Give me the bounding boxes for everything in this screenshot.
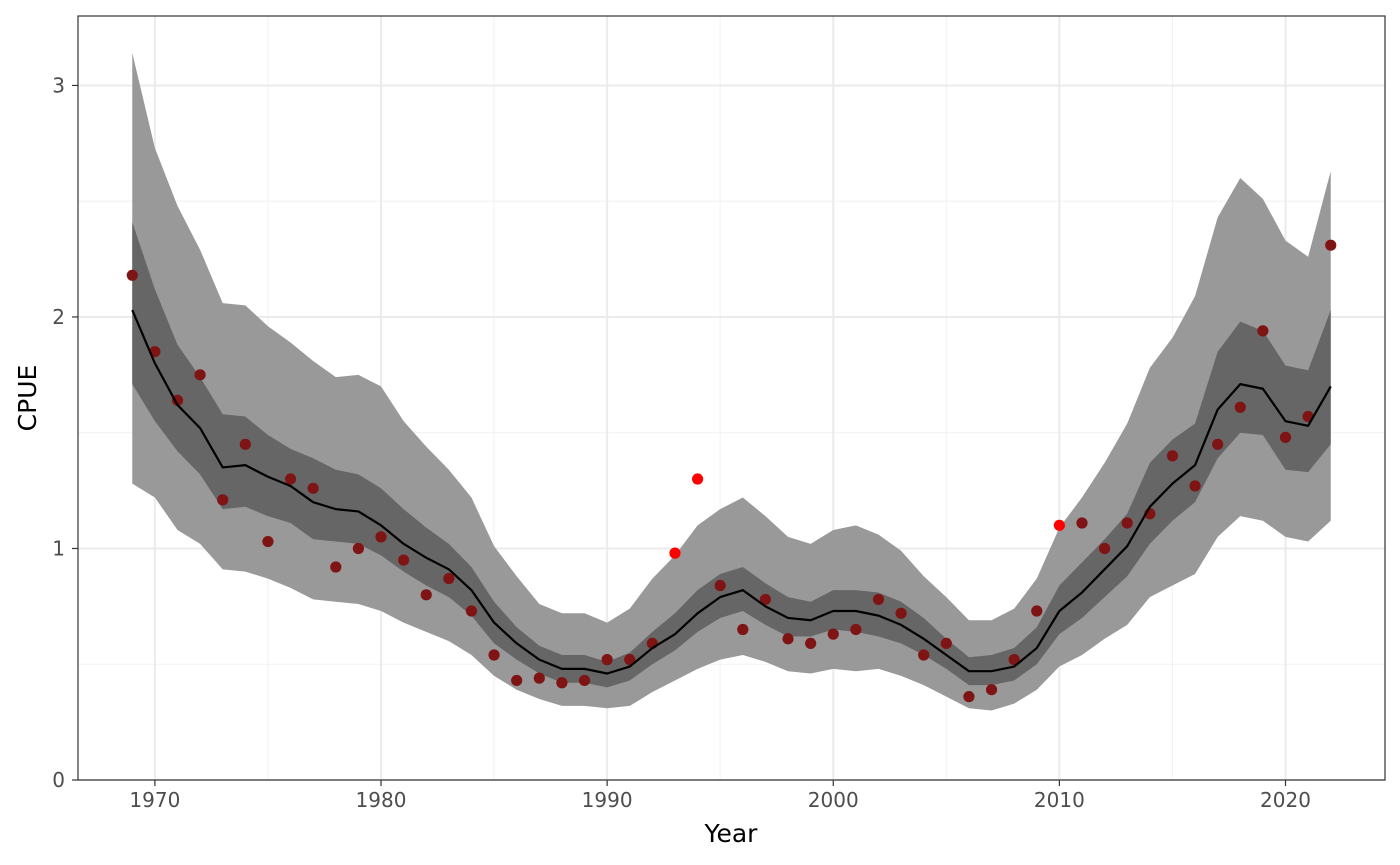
observed-point (217, 494, 229, 506)
observed-point (443, 572, 455, 585)
observed-point (1053, 519, 1065, 531)
observed-point (1189, 480, 1201, 492)
observed-point (714, 579, 726, 592)
x-tick-label: 1980 (356, 788, 407, 812)
observed-point (556, 677, 568, 689)
observed-point (375, 531, 387, 543)
observed-point (307, 482, 319, 494)
y-tick-label: 0 (52, 768, 65, 792)
observed-point (963, 691, 975, 703)
observed-point (1031, 605, 1043, 617)
observed-point (1099, 542, 1111, 555)
y-axis: 0 1 2 3 (52, 73, 78, 792)
x-axis: 1970 1980 1990 2000 2010 2020 (129, 780, 1311, 812)
observed-point (691, 473, 704, 485)
plot-panel-border (77, 15, 1386, 781)
observed-point (1008, 654, 1020, 666)
observed-point (624, 654, 636, 666)
y-tick-label: 1 (52, 536, 65, 560)
observed-point (985, 684, 998, 696)
observed-point (284, 473, 297, 485)
y-axis-title: CPUE (13, 365, 42, 432)
observed-point (1279, 431, 1292, 443)
observed-point (1234, 401, 1246, 413)
observed-point (1166, 450, 1179, 462)
observed-point (398, 554, 410, 566)
observed-point (465, 605, 478, 617)
observed-point (511, 674, 523, 687)
observed-point (1325, 239, 1337, 251)
x-tick-label: 1970 (129, 788, 180, 812)
observed-point (669, 547, 681, 559)
fit-line (131, 309, 1332, 675)
observed-point (850, 623, 862, 636)
observed-point (488, 649, 500, 661)
fit-line-path (131, 309, 1332, 675)
observed-point (782, 633, 794, 645)
y-tick-label: 2 (52, 305, 65, 329)
observed-point (1212, 438, 1224, 450)
y-tick-label: 3 (52, 73, 65, 97)
observed-point (895, 607, 907, 619)
observed-point (352, 542, 364, 555)
x-tick-label: 2000 (808, 788, 859, 812)
observed-point (126, 269, 138, 281)
observed-point (1121, 517, 1133, 529)
observed-point (262, 535, 274, 548)
observed-point (1257, 325, 1269, 337)
x-tick-label: 1990 (582, 788, 633, 812)
observed-point (330, 561, 342, 573)
x-axis-title: Year (704, 819, 759, 848)
observed-point (759, 593, 772, 606)
observed-point (239, 438, 251, 450)
observed-point (578, 674, 591, 687)
observed-point (805, 637, 817, 650)
confidence-bands (132, 53, 1331, 711)
observed-point (827, 628, 839, 640)
observed-point (872, 593, 885, 606)
observed-point (737, 623, 749, 636)
observed-point (940, 637, 952, 650)
observed-point (1076, 517, 1088, 529)
observed-point (533, 672, 545, 684)
observed-point (601, 654, 613, 666)
x-tick-label: 2010 (1034, 788, 1085, 812)
observed-points (126, 239, 1337, 703)
x-tick-label: 2020 (1260, 788, 1311, 812)
inner-confidence-band (132, 222, 1331, 688)
observed-point (194, 369, 206, 381)
observed-point (420, 589, 432, 601)
observed-point (918, 649, 930, 661)
